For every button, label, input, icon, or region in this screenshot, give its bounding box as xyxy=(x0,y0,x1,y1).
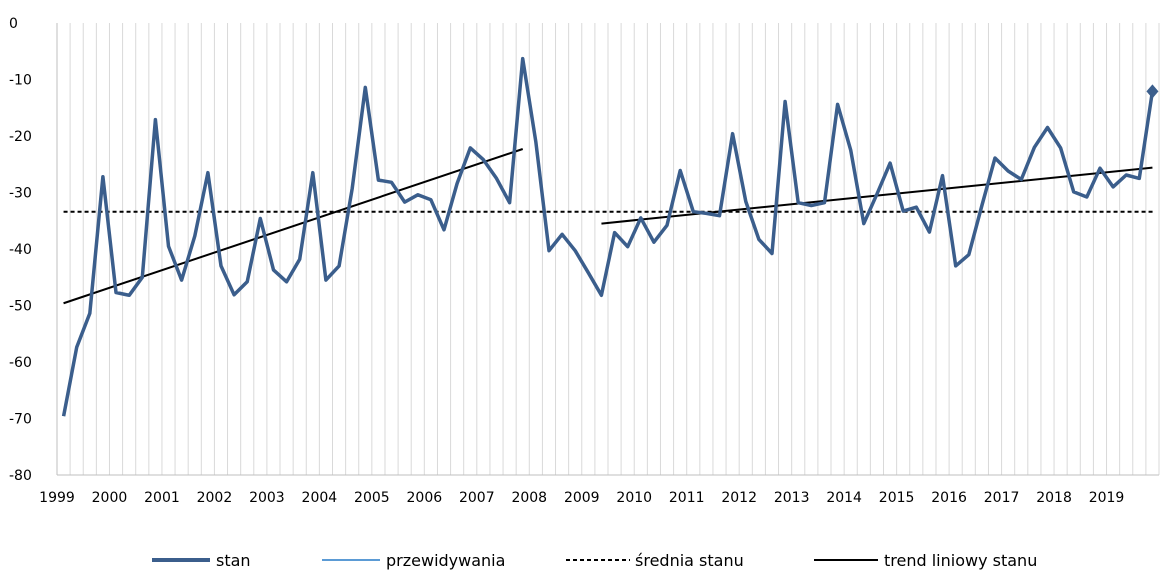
x-tick-label: 2016 xyxy=(931,490,967,506)
x-tick-label: 2011 xyxy=(669,490,705,506)
legend-label-srednia-stanu: średnia stanu xyxy=(635,551,744,570)
y-tick-label: -40 xyxy=(9,242,32,258)
x-tick-label: 2014 xyxy=(826,490,862,506)
legend-label-stan: stan xyxy=(216,551,251,570)
y-tick-label: -80 xyxy=(9,468,32,484)
legend-label-trend-liniowy-stanu: trend liniowy stanu xyxy=(884,551,1037,570)
x-tick-label: 2001 xyxy=(144,490,180,506)
y-tick-label: -70 xyxy=(9,412,32,428)
x-tick-label: 2000 xyxy=(92,490,128,506)
y-tick-label: -50 xyxy=(9,299,32,315)
x-tick-label: 2018 xyxy=(1036,490,1072,506)
x-tick-label: 2019 xyxy=(1089,490,1125,506)
legend-label-przewidywania: przewidywania xyxy=(386,551,505,570)
x-tick-label: 2003 xyxy=(249,490,285,506)
series-lines xyxy=(61,56,1159,417)
last-point-marker xyxy=(1146,84,1159,99)
y-tick-labels: 0 -10 -20 -30 -40 -50 -60 -70 -80 xyxy=(9,16,32,484)
x-tick-label: 2006 xyxy=(407,490,443,506)
x-tick-label: 2008 xyxy=(511,490,547,506)
y-tick-label: -30 xyxy=(9,186,32,202)
x-tick-labels: 1999 2000 2001 2002 2003 2004 2005 2006 2007 2008… xyxy=(39,490,1124,506)
y-tick-label: -20 xyxy=(9,129,32,145)
x-tick-label: 2009 xyxy=(564,490,600,506)
x-tick-label: 2013 xyxy=(774,490,810,506)
x-tick-label: 2010 xyxy=(616,490,652,506)
x-tick-label: 2007 xyxy=(459,490,495,506)
y-tick-label: 0 xyxy=(9,16,18,32)
series-line-stan xyxy=(61,56,1155,417)
axes xyxy=(56,23,1159,476)
x-tick-label: 2005 xyxy=(354,490,390,506)
y-tick-label: -60 xyxy=(9,355,32,371)
x-tick-label: 2017 xyxy=(984,490,1020,506)
x-tick-label: 2012 xyxy=(721,490,757,506)
vertical-gridlines xyxy=(69,23,1160,475)
x-tick-label: 1999 xyxy=(39,490,75,506)
legend: stan przewidywania średnia stanu trend l… xyxy=(152,551,1037,570)
y-tick-label: -10 xyxy=(9,73,32,89)
x-tick-label: 2015 xyxy=(879,490,915,506)
x-tick-label: 2004 xyxy=(302,490,338,506)
x-tick-label: 2002 xyxy=(197,490,233,506)
